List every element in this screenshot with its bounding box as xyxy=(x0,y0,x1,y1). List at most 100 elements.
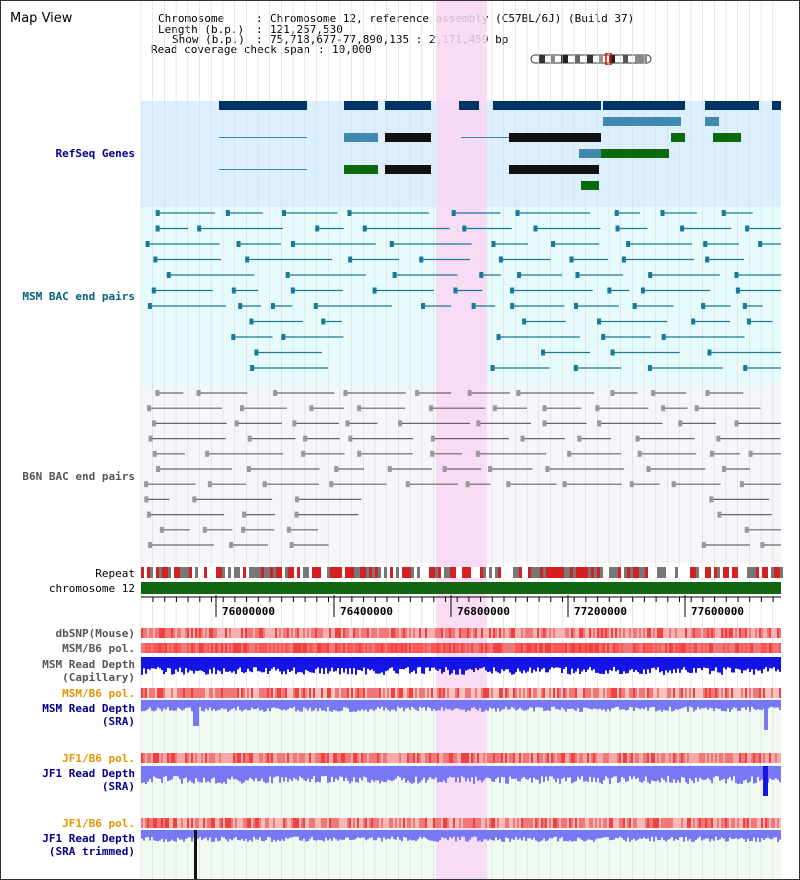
track-label-repeat[interactable]: Repeat xyxy=(95,567,135,580)
polymorphism-strip-cell xyxy=(579,688,581,698)
polymorphism-strip-cell xyxy=(373,628,375,638)
polymorphism-strip-cell xyxy=(419,628,421,638)
read-depth-bar xyxy=(651,700,653,707)
polymorphism-strip-cell xyxy=(747,688,749,698)
read-depth-bar xyxy=(727,700,729,709)
track-label-dbsnp[interactable]: dbSNP(Mouse) xyxy=(55,627,135,640)
polymorphism-strip-cell xyxy=(431,818,433,828)
read-depth-bar xyxy=(713,830,715,841)
track-label-chromosome[interactable]: chromosome 12 xyxy=(48,582,135,595)
polymorphism-strip-cell xyxy=(179,753,181,763)
polymorphism-strip-cell xyxy=(669,643,671,653)
read-depth-bar xyxy=(261,657,263,673)
read-depth-bar xyxy=(641,700,643,709)
b6n-bac-end xyxy=(345,420,350,427)
polymorphism-strip-cell xyxy=(671,628,673,638)
read-depth-bar xyxy=(253,766,255,782)
polymorphism-strip-cell xyxy=(493,753,495,763)
read-depth-bar xyxy=(385,700,387,708)
track-label-refseq[interactable]: RefSeq Genes xyxy=(55,147,135,160)
read-depth-bar xyxy=(707,657,709,669)
read-depth-bar xyxy=(383,766,385,782)
track-label-jf1-b6-pol-1[interactable]: JF1/B6 pol. xyxy=(62,752,135,765)
repeat-bar xyxy=(162,567,165,578)
polymorphism-strip-cell xyxy=(385,628,387,638)
read-depth-bar xyxy=(449,657,451,675)
polymorphism-strip-cell xyxy=(439,643,441,653)
repeat-bar xyxy=(234,567,237,578)
read-depth-bar xyxy=(405,830,407,838)
track-label-b6n-bac[interactable]: B6N BAC end pairs xyxy=(22,470,135,483)
track-label-jf1-depth-trim-1[interactable]: JF1 Read Depth xyxy=(42,832,135,845)
repeat-bar xyxy=(183,567,186,578)
msm-bac-end xyxy=(515,210,520,216)
polymorphism-strip-cell xyxy=(251,628,253,638)
read-depth-bar xyxy=(321,700,323,711)
read-depth-bar xyxy=(681,766,683,777)
read-depth-bar xyxy=(441,830,443,838)
polymorphism-strip-cell xyxy=(389,688,391,698)
read-depth-bar xyxy=(765,830,767,839)
polymorphism-strip-cell xyxy=(313,643,315,653)
polymorphism-strip-cell xyxy=(165,753,167,763)
read-depth-bar xyxy=(749,830,751,842)
read-depth-bar xyxy=(455,830,457,842)
read-depth-bar xyxy=(645,830,647,839)
track-label-msm-bac[interactable]: MSM BAC end pairs xyxy=(22,290,135,303)
polymorphism-strip-cell xyxy=(707,688,709,698)
polymorphism-strip-cell xyxy=(305,628,307,638)
polymorphism-strip-cell xyxy=(341,688,343,698)
b6n-bac-end xyxy=(334,466,339,472)
polymorphism-strip-cell xyxy=(655,688,657,698)
read-depth-bar xyxy=(593,830,595,842)
msm-bac-end xyxy=(389,241,394,247)
polymorphism-strip-cell xyxy=(159,688,161,698)
read-depth-bar xyxy=(625,766,627,782)
polymorphism-strip-cell xyxy=(629,643,631,653)
axis-tick-label: 77600000 xyxy=(691,605,744,618)
polymorphism-strip-cell xyxy=(475,628,477,638)
polymorphism-strip-cell xyxy=(315,818,317,828)
read-depth-bar xyxy=(309,766,311,783)
read-depth-bar xyxy=(321,830,323,841)
b6n-bac-end xyxy=(273,390,278,396)
track-label-msm-depth-sra-1[interactable]: MSM Read Depth xyxy=(42,702,135,715)
read-depth-bar xyxy=(455,657,457,675)
polymorphism-strip-cell xyxy=(675,643,677,653)
read-depth-bar xyxy=(375,700,377,710)
polymorphism-strip-cell xyxy=(739,818,741,828)
read-depth-bar xyxy=(247,766,249,781)
repeat-bar xyxy=(378,567,381,578)
track-label-msm-b6-pol-1[interactable]: MSM/B6 pol. xyxy=(62,642,135,655)
polymorphism-strip-cell xyxy=(519,643,521,653)
polymorphism-strip-cell xyxy=(715,628,717,638)
read-depth-bar xyxy=(705,657,707,669)
read-depth-bar xyxy=(465,766,467,782)
polymorphism-strip-cell xyxy=(371,688,373,698)
polymorphism-strip-cell xyxy=(369,628,371,638)
track-label-msm-b6-pol-2[interactable]: MSM/B6 pol. xyxy=(62,687,135,700)
read-depth-bar xyxy=(407,657,409,667)
track-label-jf1-b6-pol-2[interactable]: JF1/B6 pol. xyxy=(62,817,135,830)
read-depth-bar xyxy=(497,700,499,708)
track-label-msm-depth-capillary-1[interactable]: MSM Read Depth xyxy=(42,658,135,671)
read-depth-bar xyxy=(209,830,211,838)
read-depth-bar xyxy=(509,766,511,777)
repeat-bar xyxy=(312,567,315,578)
polymorphism-strip-cell xyxy=(311,753,313,763)
polymorphism-strip-cell xyxy=(175,688,177,698)
read-depth-bar xyxy=(733,657,735,673)
polymorphism-strip-cell xyxy=(599,688,601,698)
track-label-jf1-depth-sra-1[interactable]: JF1 Read Depth xyxy=(42,767,135,780)
polymorphism-strip-cell xyxy=(455,688,457,698)
polymorphism-strip-cell xyxy=(721,818,723,828)
read-depth-bar xyxy=(533,700,535,712)
polymorphism-strip-cell xyxy=(177,753,179,763)
polymorphism-strip-cell xyxy=(371,818,373,828)
polymorphism-strip-cell xyxy=(547,753,549,763)
polymorphism-strip-cell xyxy=(663,628,665,638)
read-depth-bar xyxy=(363,830,365,838)
polymorphism-strip-cell xyxy=(517,753,519,763)
polymorphism-strip-cell xyxy=(409,643,411,653)
